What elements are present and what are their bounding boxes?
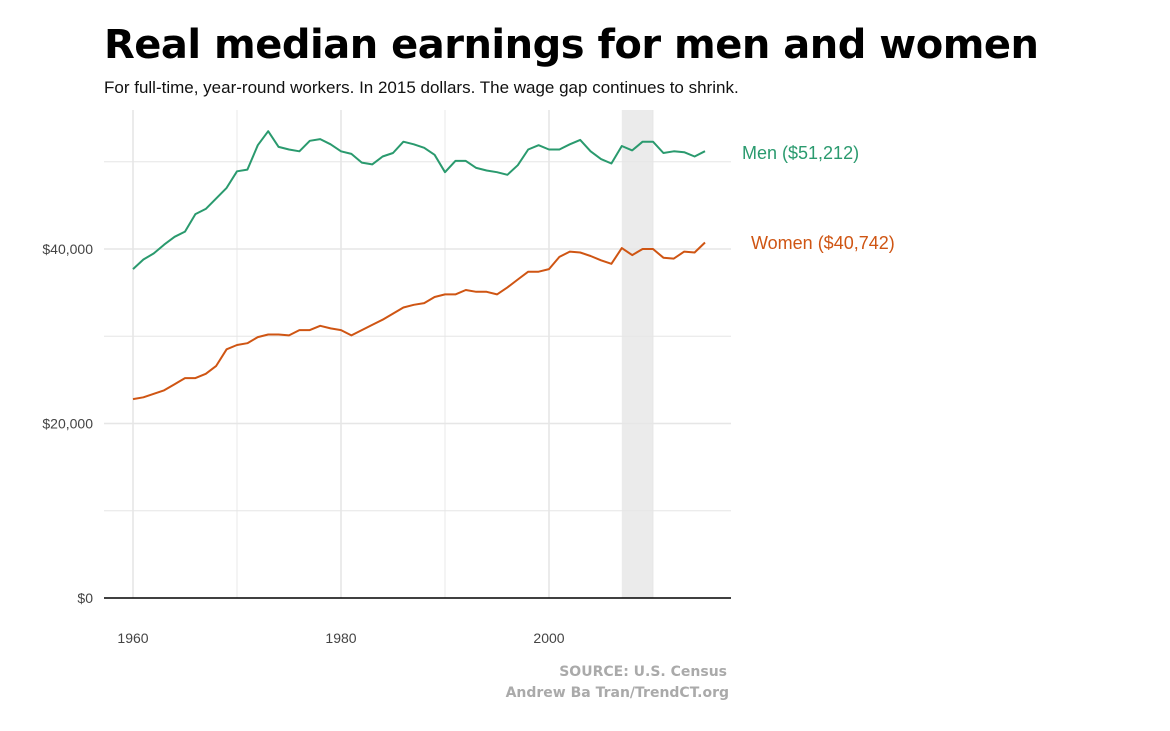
series-labels: Men ($51,212) Women ($40,742) — [742, 143, 895, 253]
series-line-men — [132, 130, 706, 270]
series-label-women: Women ($40,742) — [751, 233, 895, 253]
x-tick-label: 1960 — [117, 630, 148, 646]
credit-caption: Andrew Ba Tran/TrendCT.org — [506, 685, 729, 701]
chart-subtitle: For full-time, year-round workers. In 20… — [104, 78, 739, 97]
y-tick-label: $40,000 — [42, 241, 93, 257]
series-label-men: Men ($51,212) — [742, 143, 859, 163]
x-tick-label: 1980 — [325, 630, 356, 646]
recession-highlight-layer — [621, 110, 653, 598]
gridlines — [104, 110, 731, 598]
y-tick-label: $20,000 — [42, 416, 93, 432]
recession-band — [621, 110, 653, 598]
x-tick-label: 2000 — [533, 630, 564, 646]
y-tick-label: $0 — [77, 590, 93, 606]
source-caption: SOURCE: U.S. Census — [559, 664, 727, 680]
series-lines — [132, 130, 706, 401]
series-line-women — [132, 241, 706, 401]
chart-title: Real median earnings for men and women — [104, 22, 1039, 68]
axes: $0 $20,000 $40,000 1960 1980 2000 — [42, 241, 731, 646]
